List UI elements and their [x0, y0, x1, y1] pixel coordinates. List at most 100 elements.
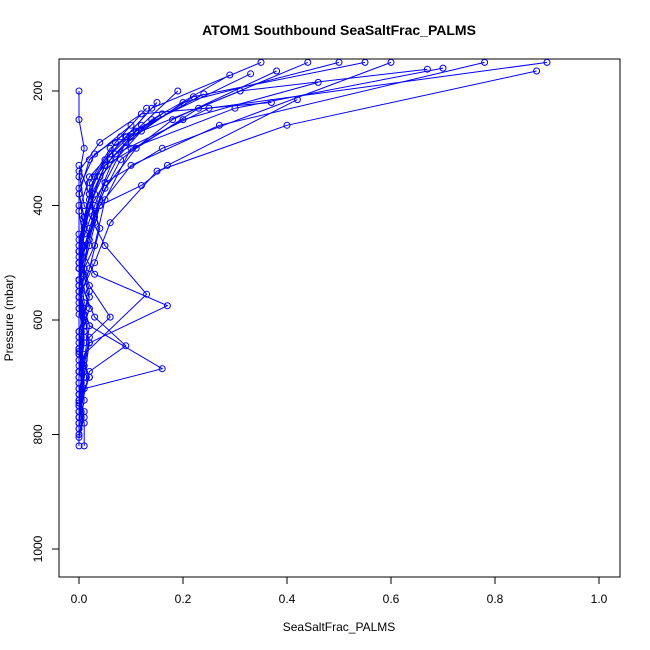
- data-point: [137, 110, 145, 118]
- data-point: [91, 313, 99, 321]
- data-point: [91, 270, 99, 278]
- series-24: [75, 59, 312, 416]
- data-point: [85, 368, 93, 375]
- x-axis: 0.0 0.2 0.4 0.6 0.8 1.0: [71, 576, 608, 606]
- plot-frame: [58, 58, 621, 578]
- data-point: [101, 184, 109, 192]
- data-point: [85, 322, 93, 330]
- data-point: [106, 313, 114, 321]
- data-point: [75, 333, 83, 341]
- data-point: [75, 305, 83, 312]
- data-point: [117, 156, 125, 164]
- y-tick-label: 1000: [31, 535, 45, 562]
- x-tick-label: 1.0: [591, 592, 608, 606]
- data-point: [75, 184, 83, 192]
- data-point: [153, 99, 161, 106]
- data-point: [143, 104, 151, 112]
- data-point: [96, 224, 104, 232]
- data-point: [80, 224, 88, 232]
- x-tick-label: 0.2: [175, 592, 192, 606]
- data-point: [132, 144, 140, 152]
- x-tick-label: 0.6: [383, 592, 400, 606]
- data-point: [85, 179, 93, 187]
- series-6: [75, 78, 322, 427]
- data-point: [80, 368, 88, 375]
- series-2: [75, 64, 447, 441]
- series-line: [78, 124, 169, 412]
- data-point: [75, 167, 83, 175]
- series-line: [78, 90, 179, 401]
- series-21: [75, 59, 489, 421]
- y-tick-label: 600: [31, 310, 45, 330]
- data-point: [163, 302, 171, 310]
- data-point: [75, 116, 83, 124]
- data-point: [189, 93, 197, 101]
- series-line: [78, 113, 163, 395]
- data-point: [75, 247, 83, 255]
- x-tick-label: 0.0: [71, 592, 88, 606]
- data-point: [80, 339, 88, 347]
- data-point: [85, 224, 93, 232]
- series-line: [78, 61, 308, 412]
- y-tick-label: 800: [31, 424, 45, 444]
- data-point: [137, 182, 145, 189]
- x-tick-label: 0.4: [279, 592, 296, 606]
- series-13: [75, 65, 431, 421]
- data-point: [106, 144, 114, 152]
- y-tick-label: 200: [31, 81, 45, 101]
- data-point: [75, 207, 83, 215]
- data-point: [423, 65, 431, 73]
- data-point: [80, 442, 88, 450]
- series-line: [78, 81, 319, 424]
- series-line: [78, 61, 262, 406]
- data-point: [273, 67, 281, 75]
- data-point: [122, 342, 130, 350]
- data-point: [85, 293, 93, 301]
- data-point: [174, 87, 182, 95]
- data-point: [158, 110, 166, 118]
- series-14: [75, 59, 551, 438]
- chart-title: ATOM1 Southbound SeaSaltFrac_PALMS: [202, 22, 476, 38]
- plot-area: [75, 59, 551, 450]
- data-point: [75, 425, 83, 433]
- data-point: [195, 104, 203, 112]
- data-point: [148, 104, 156, 112]
- data-point: [96, 139, 104, 146]
- data-point: [80, 310, 88, 318]
- data-point: [80, 299, 88, 307]
- series-12: [75, 59, 343, 410]
- data-point: [80, 144, 88, 152]
- data-point: [91, 259, 99, 267]
- data-point: [226, 71, 234, 79]
- data-point: [127, 161, 135, 169]
- data-point: [85, 190, 93, 198]
- series-line: [78, 61, 340, 406]
- data-point: [205, 104, 213, 112]
- data-point: [127, 121, 135, 129]
- data-point: [75, 87, 83, 95]
- y-axis-label: Pressure (mbar): [2, 275, 16, 362]
- data-point: [75, 442, 83, 450]
- data-point: [80, 213, 88, 221]
- data-point: [439, 64, 447, 72]
- data-point: [169, 116, 177, 124]
- data-point: [117, 133, 125, 141]
- data-point: [163, 161, 171, 169]
- data-point: [75, 265, 83, 272]
- data-point: [106, 219, 114, 227]
- data-point: [111, 150, 119, 158]
- data-point: [533, 67, 541, 75]
- series-line: [78, 61, 392, 395]
- data-point: [85, 333, 93, 341]
- data-point: [158, 365, 166, 373]
- series-line: [78, 61, 485, 418]
- data-point: [247, 70, 255, 78]
- data-point: [75, 408, 83, 416]
- y-axis: 200 400 600 800 1000: [31, 81, 60, 562]
- data-point: [101, 242, 109, 250]
- data-point: [91, 150, 99, 158]
- series-19: [75, 59, 369, 433]
- series-10: [75, 96, 301, 387]
- x-axis-label: SeaSaltFrac_PALMS: [283, 620, 396, 634]
